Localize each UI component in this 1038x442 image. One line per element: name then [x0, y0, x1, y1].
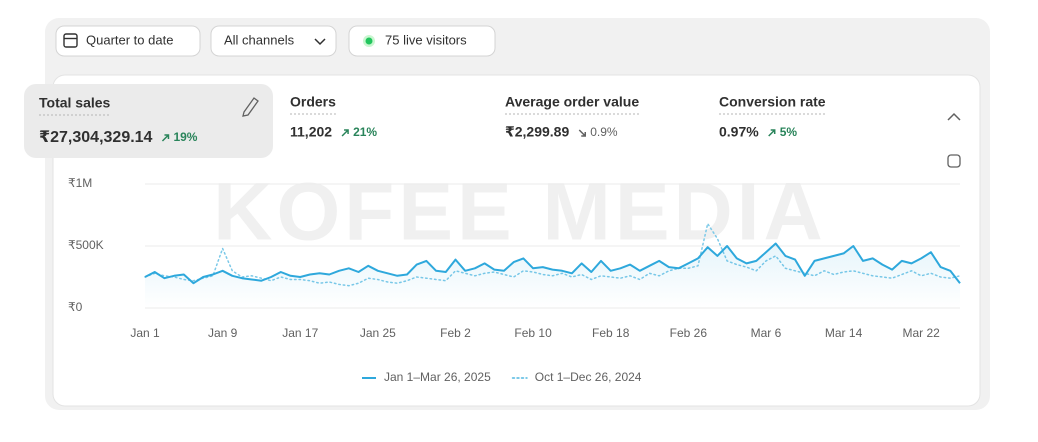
- metric-change: 19%: [173, 130, 197, 144]
- channel-button[interactable]: All channels: [210, 25, 337, 57]
- edit-icon[interactable]: [242, 97, 259, 117]
- metric-change: 21%: [353, 125, 377, 139]
- arrow-up-icon: [341, 129, 349, 137]
- metric-label: Orders: [290, 94, 336, 110]
- calendar-icon: [63, 33, 78, 48]
- metric-label: Conversion rate: [719, 94, 826, 110]
- metric-selected-bg[interactable]: [24, 84, 273, 158]
- y-tick-label: ₹500K: [68, 238, 104, 252]
- metric-value: 0.97%: [719, 124, 759, 140]
- x-tick-label: Feb 26: [670, 326, 708, 340]
- y-tick-label: ₹1M: [68, 176, 92, 190]
- x-tick-label: Mar 22: [903, 326, 941, 340]
- legend-label: Oct 1–Dec 26, 2024: [535, 370, 642, 384]
- live-dot: [365, 37, 373, 45]
- x-tick-label: Feb 2: [440, 326, 471, 340]
- metric-change: 0.9%: [590, 125, 618, 139]
- x-tick-label: Feb 10: [514, 326, 552, 340]
- metric-change: 5%: [780, 125, 798, 139]
- x-tick-label: Mar 6: [751, 326, 782, 340]
- button-bg: [55, 25, 201, 57]
- date-button[interactable]: Quarter to date: [55, 25, 201, 57]
- arrow-down-icon: [578, 129, 586, 137]
- metric-value: ₹27,304,329.14: [39, 129, 153, 146]
- arrow-up-icon: [768, 129, 776, 137]
- x-tick-label: Feb 18: [592, 326, 630, 340]
- x-tick-label: Jan 17: [282, 326, 318, 340]
- x-tick-label: Jan 1: [130, 326, 160, 340]
- metric-value: ₹2,299.89: [505, 124, 569, 140]
- card: [52, 74, 981, 407]
- live-button[interactable]: 75 live visitors: [348, 25, 496, 57]
- x-tick-label: Mar 14: [825, 326, 863, 340]
- collapse-icon[interactable]: [947, 112, 961, 121]
- series-line: [144, 242, 961, 285]
- legend-label: Jan 1–Mar 26, 2025: [384, 370, 491, 384]
- x-tick-label: Jan 9: [208, 326, 238, 340]
- watermark: KOFEE MEDIA: [213, 167, 826, 258]
- area: [145, 243, 960, 308]
- arrow-up-icon: [161, 134, 170, 142]
- button-label: Quarter to date: [86, 32, 173, 47]
- button-bg: [348, 25, 496, 57]
- metric-value: 11,202: [290, 124, 332, 140]
- button-bg: [210, 25, 337, 57]
- y-tick-label: ₹0: [68, 300, 83, 314]
- metric-label: Total sales: [39, 95, 111, 111]
- button-label: 75 live visitors: [385, 32, 467, 47]
- chart-icon[interactable]: [947, 154, 961, 168]
- metric-label: Average order value: [505, 94, 639, 110]
- button-label: All channels: [224, 32, 295, 47]
- x-tick-label: Jan 25: [360, 326, 396, 340]
- chevron-icon: [314, 38, 326, 46]
